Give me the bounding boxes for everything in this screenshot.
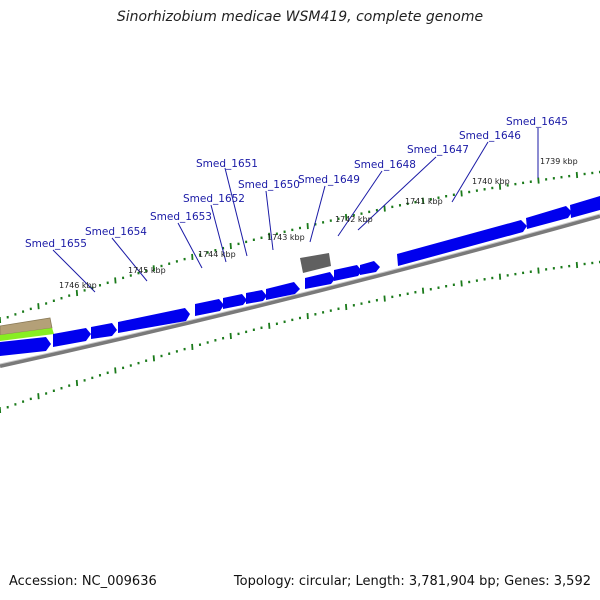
gene-arrow[interactable]	[360, 261, 380, 275]
gene-label[interactable]: Smed_1647	[407, 144, 469, 156]
gene-arrow[interactable]	[397, 220, 527, 266]
gene-label[interactable]: Smed_1652	[183, 193, 245, 205]
map-title: Sinorhizobium medicae WSM419, complete g…	[116, 9, 484, 25]
gene-arrow[interactable]	[570, 196, 600, 218]
gene-label[interactable]: Smed_1650	[238, 179, 300, 191]
major-tick	[460, 190, 463, 197]
gene-leader-lines	[52, 128, 539, 293]
tick-labels: 1739 kbp 1740 kbp 1741 kbp 1742 kbp 1743…	[59, 157, 578, 290]
tick-label: 1743 kbp	[267, 233, 305, 242]
gene-label[interactable]: Smed_1653	[150, 211, 212, 223]
major-tick	[37, 303, 40, 310]
gene-arrow[interactable]	[526, 206, 572, 229]
major-tick	[229, 332, 232, 340]
major-tick	[75, 379, 79, 387]
gene-arrow[interactable]	[334, 265, 362, 281]
major-tick	[268, 322, 271, 329]
gene-label[interactable]: Smed_1646	[459, 130, 521, 142]
gene-arrow[interactable]	[246, 290, 267, 304]
gene-labels: Smed_1645 Smed_1646 Smed_1647 Smed_1648 …	[25, 116, 568, 250]
outer-tick-ring	[0, 170, 600, 324]
gene-label[interactable]: Smed_1648	[354, 159, 416, 171]
gene-label[interactable]: Smed_1645	[506, 116, 568, 128]
major-tick	[152, 265, 155, 272]
major-tick	[268, 232, 271, 239]
feature-band-green	[0, 328, 54, 341]
tick-label: 1745 kbp	[128, 266, 166, 275]
gene-arrow[interactable]	[53, 328, 91, 347]
inner-tick-ring	[0, 260, 600, 414]
major-tick	[421, 197, 425, 204]
gene-arrow[interactable]	[0, 337, 51, 356]
gene-label[interactable]: Smed_1649	[298, 174, 360, 186]
gene-arrow[interactable]	[91, 323, 117, 339]
major-tick	[345, 303, 348, 311]
gene-arrow[interactable]	[118, 308, 190, 333]
major-tick	[575, 171, 579, 179]
major-tick	[537, 267, 540, 274]
gene-arrow-gray[interactable]	[300, 253, 331, 273]
major-tick	[229, 242, 232, 250]
tick-label: 1740 kbp	[472, 177, 510, 186]
tick-label: 1739 kbp	[540, 157, 578, 166]
major-tick	[460, 280, 463, 287]
tick-label: 1741 kbp	[405, 197, 443, 206]
major-tick	[575, 261, 579, 269]
accession-text: Accession: NC_009636	[9, 574, 157, 589]
tick-label: 1746 kbp	[59, 281, 97, 290]
major-tick	[37, 393, 40, 400]
gene-track	[0, 196, 600, 356]
genome-backbone	[0, 214, 600, 368]
tick-label: 1742 kbp	[335, 215, 373, 224]
major-tick	[114, 277, 117, 284]
genome-backbone-highlight	[0, 213, 600, 365]
major-tick	[383, 295, 386, 302]
gene-label[interactable]: Smed_1655	[25, 238, 87, 250]
major-tick	[421, 287, 425, 294]
major-tick	[383, 205, 386, 212]
gene-arrow[interactable]	[305, 272, 335, 289]
tick-label: 1744 kbp	[198, 250, 236, 259]
major-tick	[537, 177, 540, 184]
major-tick	[114, 367, 117, 374]
major-tick	[152, 355, 155, 362]
gene-arrow[interactable]	[195, 299, 224, 316]
gene-label[interactable]: Smed_1651	[196, 158, 258, 170]
gene-arrow[interactable]	[266, 282, 300, 300]
gene-label[interactable]: Smed_1654	[85, 226, 147, 238]
gene-arrow[interactable]	[223, 294, 247, 309]
genome-summary-text: Topology: circular; Length: 3,781,904 bp…	[233, 574, 591, 589]
major-tick	[345, 213, 348, 221]
major-tick	[75, 289, 79, 297]
